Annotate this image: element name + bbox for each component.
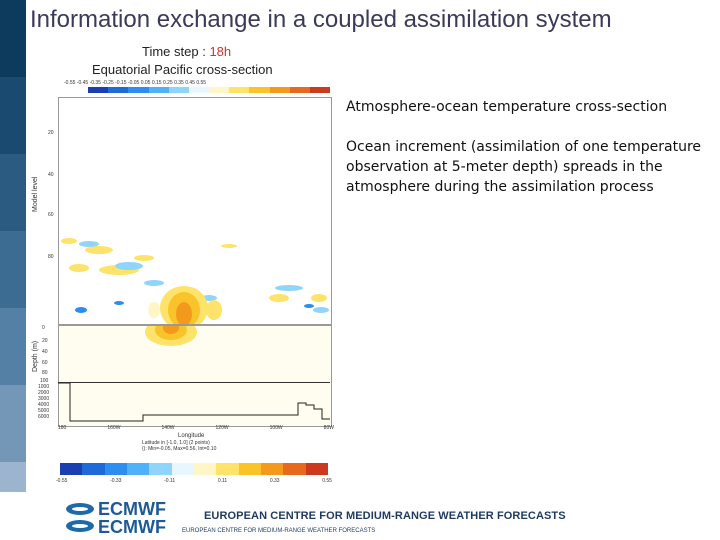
atm-tick: 80 — [48, 254, 54, 260]
paragraph-cross-section: Atmosphere-ocean temperature cross-secti… — [346, 99, 668, 115]
logo-text-top: ECMWF — [98, 499, 166, 519]
x-tick: 160W — [107, 425, 121, 431]
atmosphere-panel — [58, 97, 332, 330]
scale-swatch — [168, 87, 189, 93]
scale-swatch — [193, 463, 217, 475]
ocean-tick: 80 — [42, 370, 48, 376]
strip-segment — [0, 308, 26, 385]
deep-ocean-panel — [58, 382, 330, 423]
org-name: EUROPEAN CENTRE FOR MEDIUM-RANGE WEATHER… — [204, 510, 566, 522]
scale-swatch — [126, 463, 150, 475]
atmosphere-contours — [61, 238, 329, 330]
figure-subtitle: Equatorial Pacific cross-section — [92, 62, 273, 77]
scale-swatch — [269, 87, 290, 93]
figure-stats: Latitude in [-1.0, 1.0] (2 points) (): M… — [142, 440, 216, 452]
ecmwf-logo: ECMWF ECMWF — [66, 499, 166, 537]
scale-swatch — [229, 87, 250, 93]
ocean-panel — [58, 318, 332, 427]
ocean-tick: 100 — [40, 378, 49, 384]
strip-segment — [0, 231, 26, 308]
x-tick: 100W — [269, 425, 283, 431]
scale-swatch — [188, 87, 210, 93]
scale-swatch — [283, 463, 306, 475]
ocean-tick: 40 — [42, 349, 48, 355]
strip-segment — [0, 77, 26, 154]
bottom-scale-ticks: -0.55 -0.33 -0.11 0.11 0.33 0.55 — [56, 478, 332, 484]
strip-segment — [0, 385, 26, 462]
ocean-tick: 6000 — [38, 414, 50, 420]
ocean-y-axis-label: Depth (m) — [32, 340, 39, 372]
scale-swatch — [108, 87, 129, 93]
scale-tick: 0.55 — [322, 478, 332, 484]
strip-segment — [0, 0, 26, 77]
x-tick: 140W — [161, 425, 175, 431]
strip-segment — [0, 154, 26, 231]
bathymetry-line — [58, 382, 330, 422]
scale-tick: 0.33 — [269, 478, 280, 484]
stats-line: Latitude in [-1.0, 1.0] (2 points) — [142, 440, 210, 446]
description-text: Atmosphere-ocean temperature cross-secti… — [346, 97, 716, 217]
scale-swatch — [82, 463, 105, 475]
scale-swatch — [216, 463, 239, 475]
scale-swatch — [60, 463, 83, 475]
scale-tick: -0.11 — [164, 478, 176, 484]
atm-tick: 40 — [48, 172, 54, 178]
scale-swatch — [149, 463, 172, 475]
ocean-tick: 4000 — [38, 402, 50, 408]
time-step-value: 18h — [209, 44, 232, 59]
ocean-tick: 1000 — [38, 384, 50, 390]
scale-swatch — [305, 463, 328, 475]
x-tick: 120W — [215, 425, 229, 431]
scale-swatch — [88, 87, 109, 93]
scale-swatch — [309, 87, 331, 93]
bottom-color-scale — [60, 463, 328, 475]
x-tick: 180 — [58, 425, 67, 431]
atm-tick: 60 — [48, 212, 54, 218]
time-step-label: Time step : 18h — [142, 44, 231, 59]
atm-y-axis-label: Model level — [32, 176, 39, 212]
scale-swatch — [148, 87, 169, 93]
scale-tick: -0.55 — [56, 478, 68, 484]
atm-tick: 20 — [48, 130, 54, 136]
org-name-small: EUROPEAN CENTRE FOR MEDIUM-RANGE WEATHER… — [182, 528, 376, 534]
scale-swatch — [104, 463, 127, 475]
paragraph-ocean-increment: Ocean increment (assimilation of one tem… — [346, 139, 702, 195]
ocean-tick: 2000 — [38, 390, 50, 396]
ocean-tick: 0 — [42, 325, 45, 331]
time-step-text: Time step : — [142, 44, 206, 59]
ocean-tick: 3000 — [38, 396, 50, 402]
slide-title: Information exchange in a coupled assimi… — [30, 6, 612, 33]
scale-swatch — [289, 87, 310, 93]
cross-section-figure: Time step : 18h Equatorial Pacific cross… — [30, 42, 345, 492]
top-color-scale — [88, 87, 331, 93]
scale-tick: 0.11 — [217, 478, 228, 484]
ocean-tick: 20 — [42, 338, 48, 344]
scale-swatch — [249, 87, 270, 93]
scale-swatch — [260, 463, 284, 475]
scale-tick: -0.33 — [110, 478, 122, 484]
scale-swatch — [128, 87, 149, 93]
top-scale-ticks: -0.55 -0.45 -0.35 -0.25 -0.15 -0.05 0.05… — [64, 80, 207, 86]
decorative-left-strip — [0, 0, 26, 540]
scale-swatch — [238, 463, 261, 475]
logo-text-bottom: ECMWF — [98, 517, 166, 537]
x-axis-label: Longitude — [178, 433, 205, 439]
scale-swatch — [209, 87, 230, 93]
footer: ECMWF ECMWF EUROPEAN CENTRE FOR MEDIUM-R… — [0, 492, 720, 540]
ocean-tick: 60 — [42, 360, 48, 366]
scale-swatch — [171, 463, 194, 475]
x-tick: 80W — [323, 425, 334, 431]
x-axis-ticks: 180 160W 140W 120W 100W 80W — [58, 425, 334, 431]
stats-line: (): Min=-0.05, Max=0.56, Int=0.10 — [142, 446, 217, 452]
ocean-tick: 5000 — [38, 408, 50, 414]
